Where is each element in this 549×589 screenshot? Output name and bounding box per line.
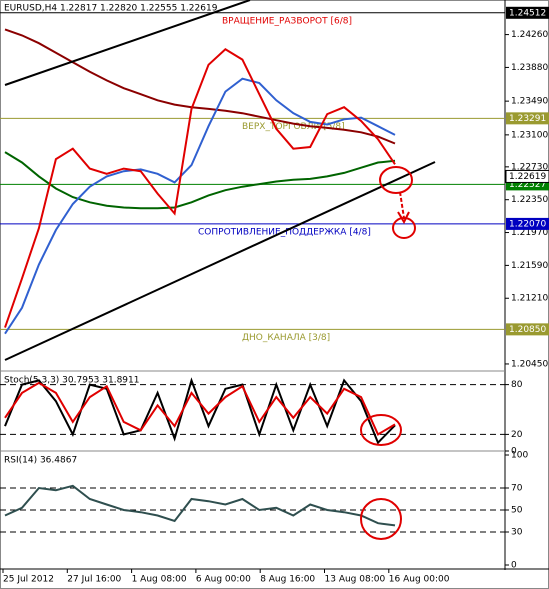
level-price-label: 1.23291: [509, 114, 546, 124]
x-tick-label: 6 Aug 00:00: [196, 575, 251, 585]
series-line: [4, 151, 396, 210]
y-tick-label: 100: [511, 451, 528, 461]
arrow: [399, 191, 405, 219]
series-line: [4, 48, 396, 328]
x-tick-label: 13 Aug 08:00: [325, 575, 386, 585]
y-tick-label: 1.20450: [511, 359, 548, 369]
current-price-label: 1.22619: [509, 172, 546, 182]
level-text: ДНО_КАНАЛА [3/8]: [242, 333, 330, 343]
y-tick-label: 50: [511, 506, 523, 516]
level-price-box: [506, 217, 549, 230]
y-tick-label: 1.23100: [511, 130, 548, 140]
y-tick-label: 1.23490: [511, 97, 548, 107]
y-tick-label: 0: [511, 561, 517, 571]
highlight-circle: [360, 498, 402, 540]
y-tick-label: 1.22350: [511, 195, 548, 205]
series-line: [4, 28, 396, 145]
y-tick-label: 80: [511, 380, 523, 390]
highlight-circle: [360, 414, 402, 446]
level-text: ВЕРХ_ТОРГОВЛИ [5/8]: [242, 122, 345, 132]
x-tick-label: 16 Aug 00:00: [389, 575, 450, 585]
y-tick-label: 20: [511, 430, 523, 440]
y-tick-label: 1.21590: [511, 261, 548, 271]
channel-line: [4, 0, 251, 86]
y-tick-label: 1.24260: [511, 30, 548, 40]
y-tick-label: 1.21210: [511, 294, 548, 304]
main-title: EURUSD,H4 1.22817 1.22820 1.22555 1.2261…: [4, 4, 218, 14]
rsi-title: RSI(14) 36.4867: [4, 456, 77, 466]
current-price-box: [505, 169, 549, 183]
x-tick-label: 1 Aug 08:00: [132, 575, 187, 585]
x-tick-label: 25 Jul 2012: [3, 575, 54, 585]
y-tick-label: 30: [511, 528, 523, 538]
level-price-label: 1.20850: [509, 325, 546, 335]
series-line: [4, 484, 396, 527]
stoch-title: Stoch(5,3,3) 30.7953 31.8911: [4, 376, 139, 386]
level-price-label: 1.24512: [509, 8, 546, 18]
series-line: [4, 381, 396, 436]
highlight-circle: [392, 217, 416, 239]
channel-line: [4, 161, 436, 361]
y-tick-label: 1.22730: [511, 162, 548, 172]
level-price-box: [506, 6, 549, 19]
arrow-head: [397, 211, 410, 225]
level-price-label: 1.22527: [509, 180, 546, 190]
level-price-label: 1.22070: [509, 219, 546, 229]
series-line: [4, 77, 396, 335]
highlight-circle: [379, 166, 413, 194]
y-tick-label: 70: [511, 484, 523, 494]
y-tick-label: 1.21970: [511, 228, 548, 238]
x-tick-label: 8 Aug 16:00: [260, 575, 315, 585]
y-tick-label: 1.23880: [511, 63, 548, 73]
x-tick-label: 27 Jul 16:00: [67, 575, 121, 585]
level-price-box: [506, 112, 549, 125]
level-price-box: [506, 323, 549, 336]
y-tick-label: 0: [511, 447, 517, 457]
level-text: ВРАЩЕНИЕ_РАЗВОРОТ [6/8]: [222, 16, 352, 26]
